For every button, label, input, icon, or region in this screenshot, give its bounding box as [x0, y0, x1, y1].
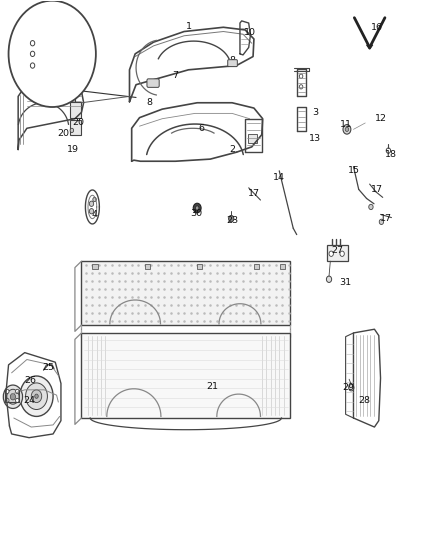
Text: 9: 9	[57, 24, 63, 33]
Text: 4: 4	[92, 210, 98, 219]
Text: 8: 8	[229, 56, 235, 64]
Circle shape	[6, 398, 9, 402]
Circle shape	[4, 385, 22, 408]
Text: 20: 20	[72, 118, 85, 127]
Bar	[280, 264, 286, 269]
Text: 8: 8	[146, 98, 152, 107]
Circle shape	[386, 148, 391, 154]
Text: 17: 17	[371, 185, 383, 194]
Circle shape	[15, 398, 19, 402]
Circle shape	[7, 389, 19, 404]
Text: 1: 1	[185, 22, 191, 31]
Text: 5: 5	[25, 39, 31, 48]
Circle shape	[6, 389, 9, 393]
Text: 31: 31	[339, 278, 352, 287]
Circle shape	[15, 389, 19, 393]
Text: 2: 2	[229, 145, 235, 154]
Text: 12: 12	[374, 114, 387, 123]
Text: 10: 10	[244, 28, 255, 37]
Text: 26: 26	[25, 376, 36, 385]
Text: 13: 13	[309, 134, 321, 143]
Circle shape	[9, 1, 96, 107]
Text: 23: 23	[226, 216, 238, 225]
Text: 19: 19	[67, 145, 79, 154]
Text: 14: 14	[273, 173, 285, 182]
Text: 16: 16	[371, 23, 383, 32]
Bar	[40, 85, 64, 90]
Bar	[81, 261, 290, 325]
Bar	[70, 120, 81, 135]
Bar	[327, 245, 348, 261]
Text: 6: 6	[198, 124, 205, 133]
FancyBboxPatch shape	[147, 79, 159, 87]
Text: 29: 29	[342, 383, 354, 392]
Text: 17: 17	[248, 189, 260, 198]
Circle shape	[11, 393, 15, 400]
Circle shape	[340, 251, 344, 256]
Circle shape	[299, 74, 303, 78]
Text: 28: 28	[358, 396, 370, 405]
Circle shape	[35, 394, 38, 398]
Text: 3: 3	[312, 108, 318, 117]
Bar	[92, 264, 98, 269]
FancyBboxPatch shape	[228, 60, 237, 67]
Bar	[70, 102, 81, 118]
Circle shape	[30, 63, 35, 68]
Bar	[197, 264, 202, 269]
Bar	[81, 333, 290, 418]
Text: 7: 7	[172, 70, 178, 79]
Circle shape	[369, 204, 373, 209]
Circle shape	[30, 41, 35, 46]
Bar	[248, 134, 257, 143]
Text: 25: 25	[43, 363, 55, 372]
Circle shape	[299, 85, 303, 89]
Text: 20: 20	[57, 129, 69, 138]
Text: 30: 30	[190, 209, 202, 218]
Circle shape	[70, 128, 74, 133]
Circle shape	[31, 390, 42, 402]
Circle shape	[343, 125, 351, 134]
Bar	[254, 264, 259, 269]
Circle shape	[379, 219, 384, 224]
Circle shape	[93, 197, 96, 201]
Circle shape	[195, 206, 199, 210]
Circle shape	[326, 276, 332, 282]
Text: 24: 24	[23, 396, 35, 405]
Text: 27: 27	[331, 246, 343, 255]
Circle shape	[345, 127, 349, 132]
Circle shape	[329, 251, 333, 256]
Text: 11: 11	[339, 119, 352, 128]
Circle shape	[349, 384, 354, 391]
Text: 18: 18	[385, 150, 396, 159]
Bar	[145, 264, 150, 269]
Text: 21: 21	[206, 382, 219, 391]
Circle shape	[30, 51, 35, 56]
Circle shape	[229, 215, 234, 222]
Text: 15: 15	[347, 166, 360, 175]
Circle shape	[193, 203, 201, 213]
Circle shape	[25, 383, 47, 409]
Text: 17: 17	[380, 214, 392, 223]
Circle shape	[89, 201, 94, 206]
Circle shape	[20, 376, 53, 416]
Circle shape	[89, 208, 94, 214]
